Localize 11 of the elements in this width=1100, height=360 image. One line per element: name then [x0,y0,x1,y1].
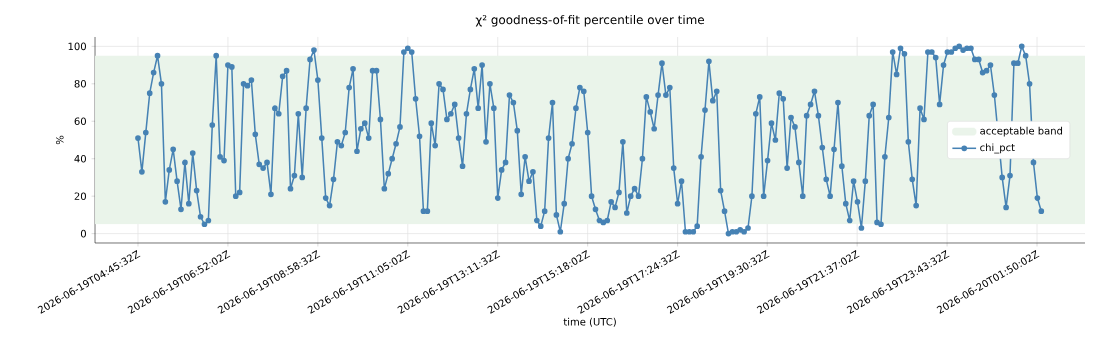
y-tick-label: 20 [74,192,86,200]
x-axis-title: time (UTC) [563,317,616,327]
y-tick-label: 100 [68,42,86,51]
y-tick-label: 80 [74,80,86,88]
y-tick-label: 0 [80,229,86,238]
y-axis-title: % [56,135,64,145]
chart-title: χ² goodness-of-fit percentile over time [475,14,705,27]
y-tick-label: 60 [74,117,86,126]
y-tick-label: 40 [74,154,86,163]
band-label: acceptable band [980,126,1063,137]
legend-label: chi_pct [980,143,1015,154]
